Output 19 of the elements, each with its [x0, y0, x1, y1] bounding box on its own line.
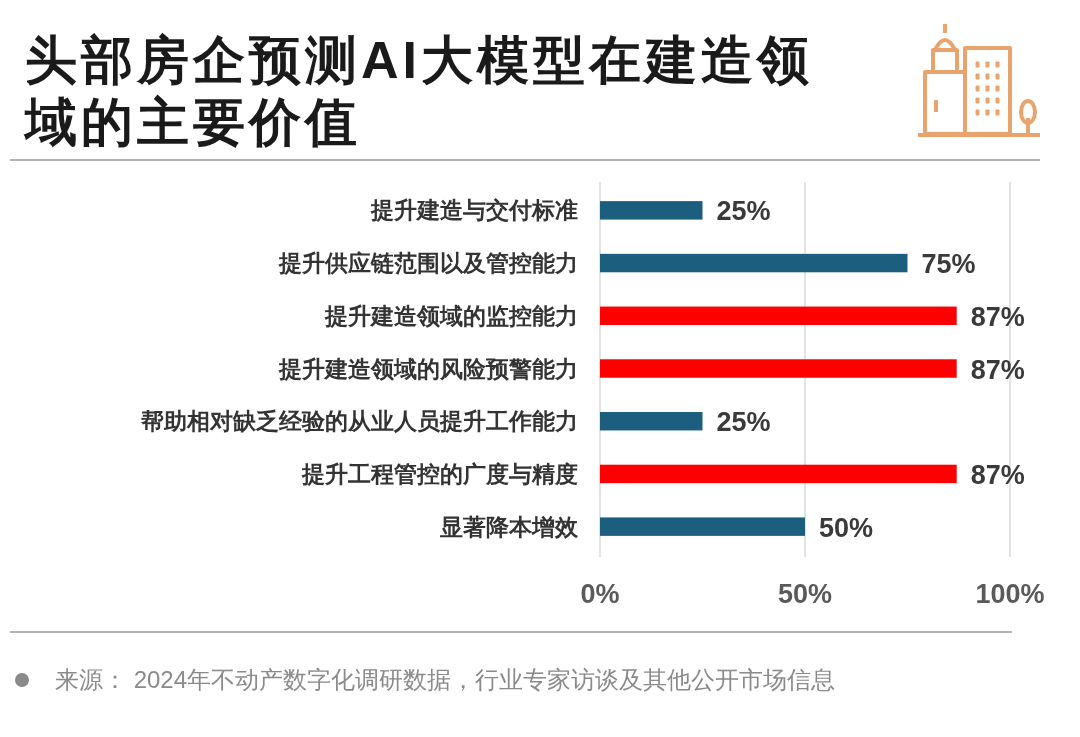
x-tick-label: 0%	[580, 579, 620, 609]
y-tick-label: 提升供应链范围以及管控能力	[278, 250, 578, 277]
data-label: 25%	[716, 196, 771, 227]
y-tick-label: 提升建造领域的风险预警能力	[278, 355, 578, 382]
y-tick-label: 帮助相对缺乏经验的从业人员提升工作能力	[140, 408, 578, 435]
data-label: 87%	[970, 459, 1025, 490]
y-tick-label: 提升建造领域的监控能力	[324, 302, 578, 329]
x-tick-label: 100%	[975, 579, 1045, 609]
data-label: 87%	[970, 354, 1025, 385]
y-tick-label: 显著降本增效	[439, 513, 579, 540]
title: 头部房企预测AI大模型在建造领域的主要价值	[25, 31, 813, 151]
data-label: 50%	[819, 512, 874, 543]
source-note: 来源： 2024年不动产数字化调研数据，行业专家访谈及其他公开市场信息	[55, 666, 836, 693]
data-label: 87%	[970, 301, 1025, 332]
data-label: 75%	[921, 249, 976, 280]
x-tick-label: 50%	[777, 579, 833, 609]
y-tick-label: 提升建造与交付标准	[370, 197, 578, 224]
y-tick-label: 提升工程管控的广度与精度	[301, 460, 578, 487]
data-label: 25%	[716, 407, 771, 438]
